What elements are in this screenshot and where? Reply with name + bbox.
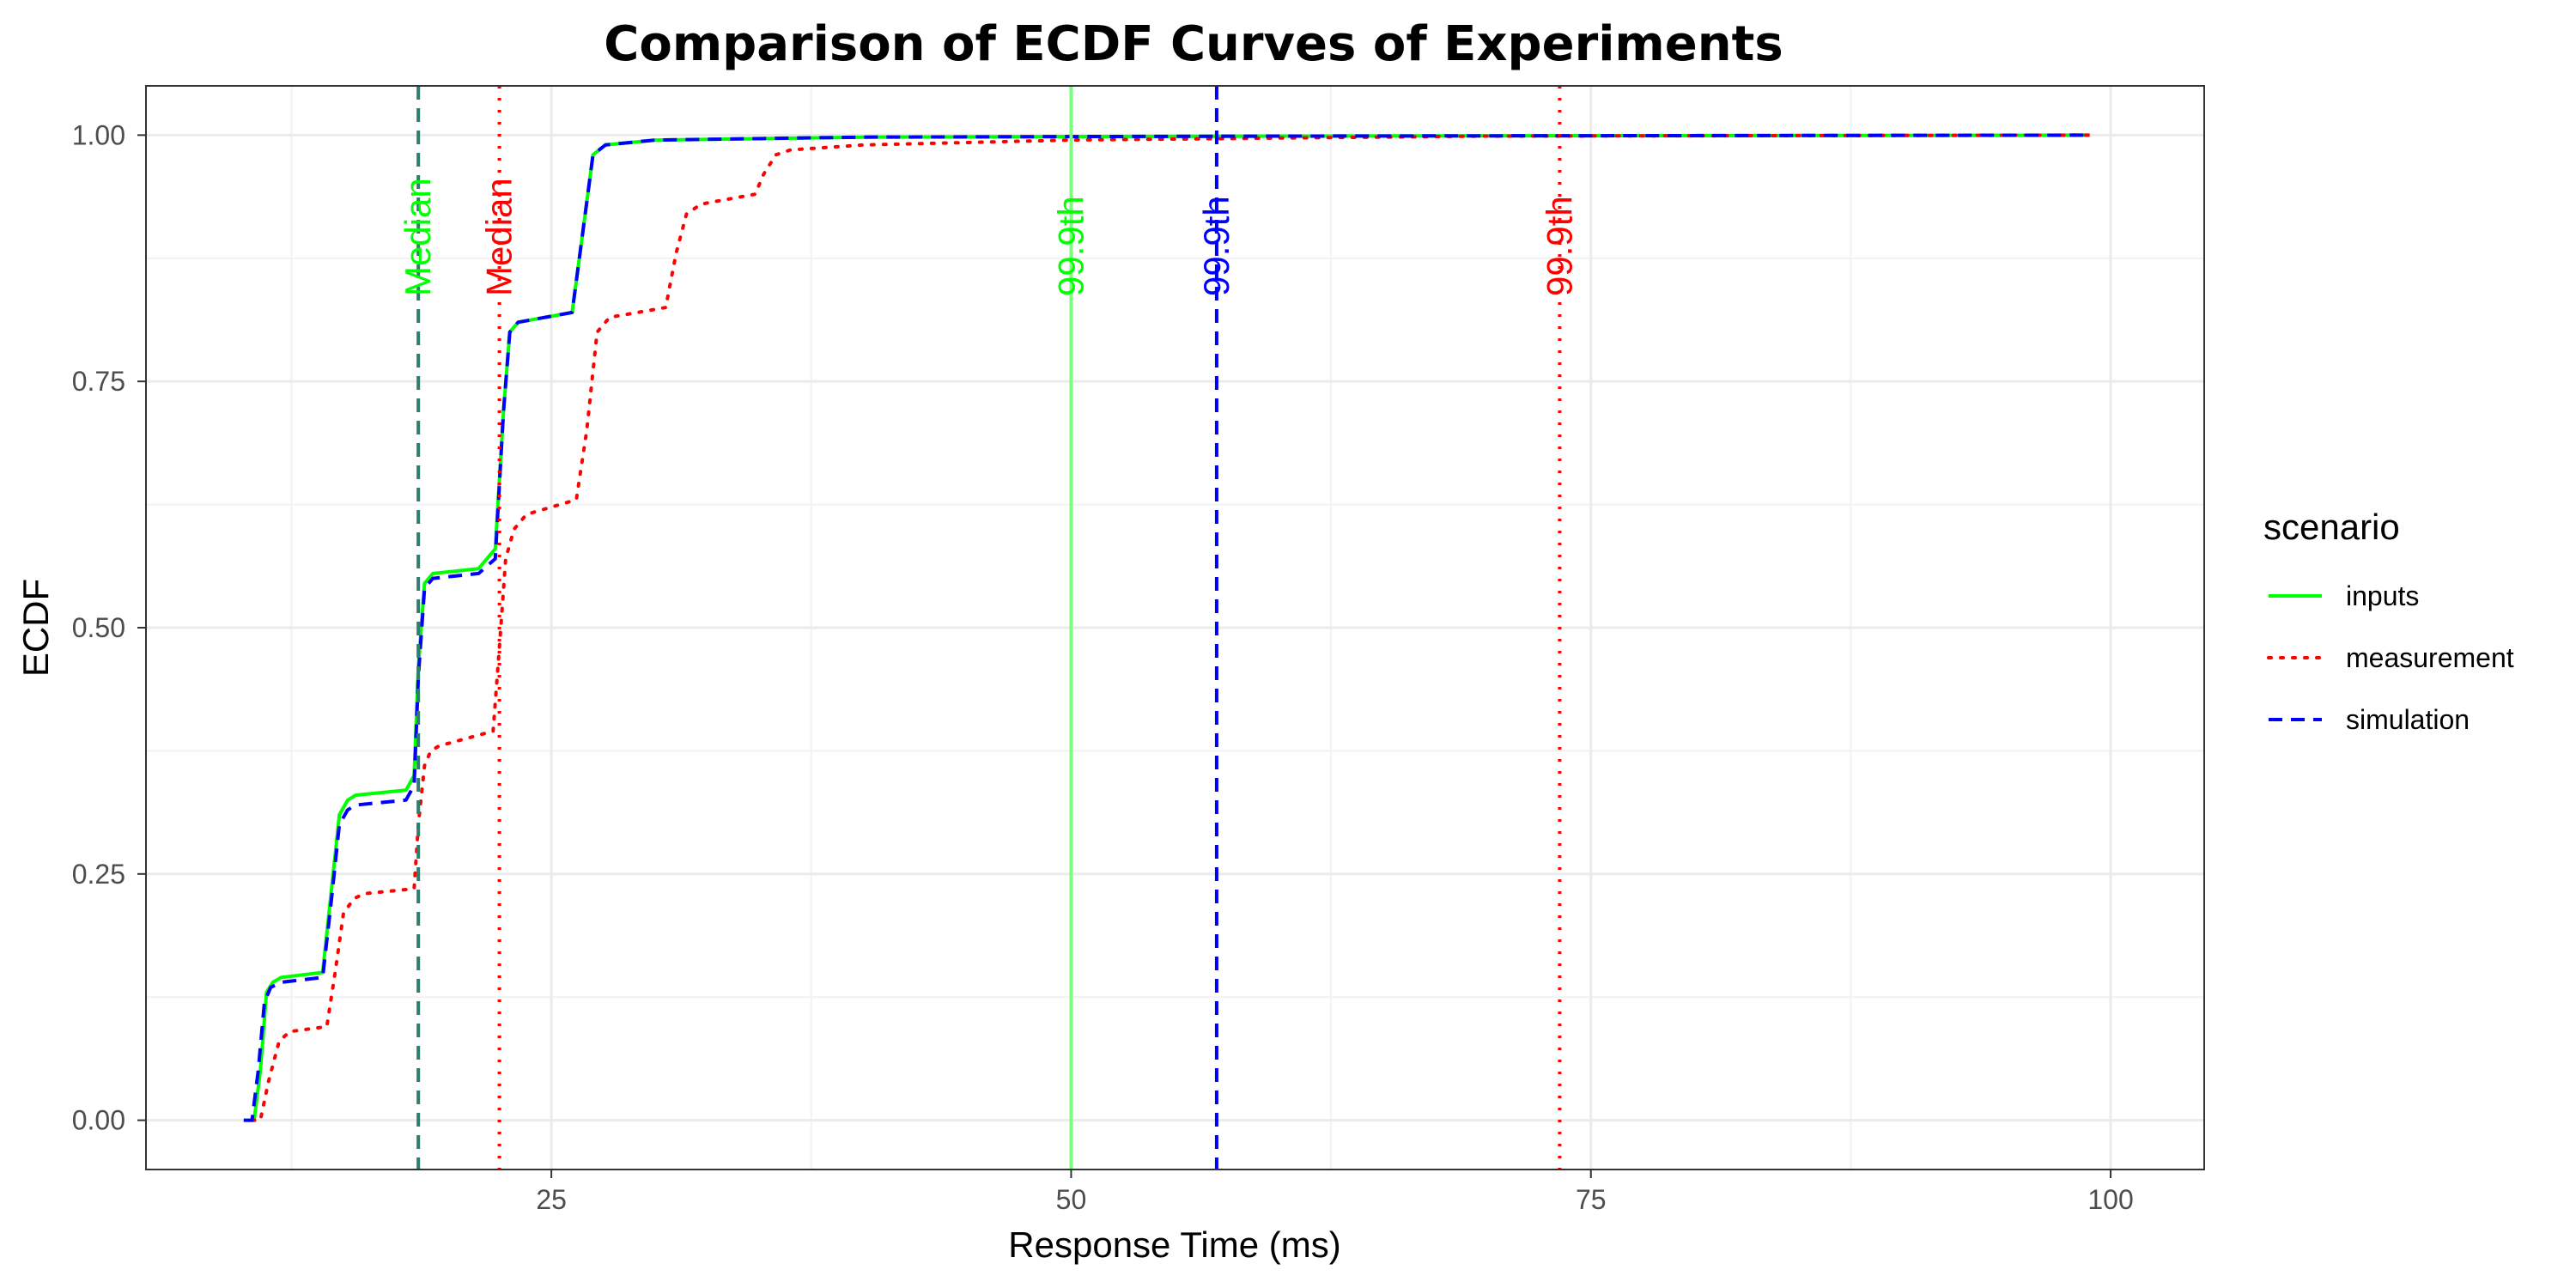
vline-label: Median <box>398 178 438 296</box>
x-tick-label: 50 <box>1056 1184 1087 1215</box>
series-line-measurement <box>250 133 2092 1122</box>
legend-label-inputs: inputs <box>2346 580 2419 611</box>
legend-title: scenario <box>2263 507 2400 547</box>
x-axis-label: Response Time (ms) <box>1008 1224 1340 1265</box>
y-axis-label: ECDF <box>15 579 56 677</box>
chart-title: Comparison of ECDF Curves of Experiments <box>604 16 1783 72</box>
vline-label: Median <box>479 178 519 296</box>
series-layer <box>243 133 2092 1122</box>
y-tick-label: 0.75 <box>72 366 125 397</box>
plot-panel: Median Median 99.9th 99.9th 99.9th <box>145 85 2205 1170</box>
y-tick-label: 1.00 <box>72 119 125 150</box>
vline-label: 99.9th <box>1196 196 1236 296</box>
x-tick-label: 25 <box>536 1184 567 1215</box>
x-axis: 25 50 75 100 <box>536 1170 2134 1215</box>
legend-entries: inputs measurement simulation <box>2267 580 2514 735</box>
x-tick-label: 100 <box>2087 1184 2133 1215</box>
y-tick-label: 0.50 <box>72 612 125 643</box>
legend: scenario inputs measurement simulation <box>2263 507 2514 735</box>
vline-label: 99.9th <box>1539 196 1579 296</box>
legend-label-simulation: simulation <box>2346 704 2470 735</box>
y-tick-label: 0.25 <box>72 859 125 890</box>
y-axis: 0.00 0.25 0.50 0.75 1.00 <box>72 119 146 1136</box>
x-tick-label: 75 <box>1576 1184 1607 1215</box>
vline-label: 99.9th <box>1050 196 1091 296</box>
y-tick-label: 0.00 <box>72 1105 125 1136</box>
legend-label-measurement: measurement <box>2346 642 2514 673</box>
series-line-inputs <box>247 133 2090 1122</box>
vline-layer: Median Median 99.9th 99.9th 99.9th <box>398 86 1579 1170</box>
